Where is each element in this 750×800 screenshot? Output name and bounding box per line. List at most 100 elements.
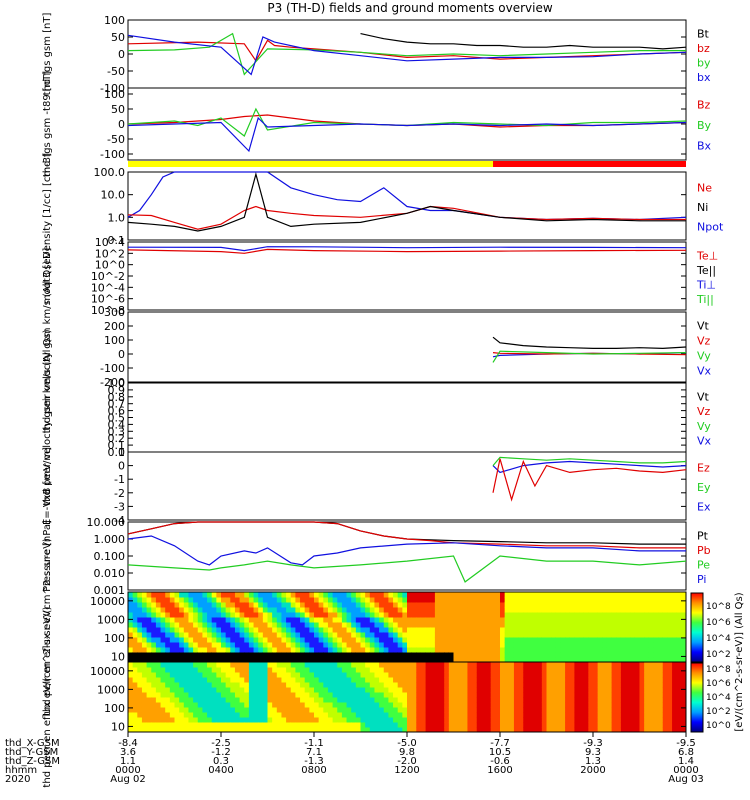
heatmap-cell (286, 627, 292, 633)
heatmap-cell (439, 667, 445, 673)
heatmap-cell (332, 627, 338, 633)
heatmap-cell (351, 612, 357, 618)
heatmap-cell (374, 712, 380, 718)
heatmap-cell (555, 607, 561, 613)
heatmap-cell (369, 692, 375, 698)
heatmap-cell (495, 627, 501, 633)
heatmap-cell (309, 692, 315, 698)
heatmap-cell (193, 637, 199, 643)
heatmap-cell (397, 642, 403, 648)
heatmap-cell (546, 717, 552, 723)
heatmap-cell (658, 652, 664, 658)
heatmap-cell (434, 597, 441, 603)
heatmap-cell (681, 642, 687, 648)
heatmap-cell (597, 617, 603, 623)
heatmap-cell (583, 712, 589, 718)
heatmap-cell (486, 707, 492, 713)
heatmap-cell (351, 662, 357, 668)
heatmap-cell (662, 672, 668, 678)
heatmap-cell (193, 677, 199, 683)
heatmap-cell (216, 622, 222, 628)
heatmap-cell (639, 602, 645, 608)
heatmap-cell (546, 637, 552, 643)
heatmap-cell (234, 687, 241, 693)
heatmap-cell (379, 627, 385, 633)
heatmap-cell (197, 707, 203, 713)
heatmap-cell (634, 672, 640, 678)
heatmap-cell (323, 602, 329, 608)
heatmap-cell (658, 692, 664, 698)
heatmap-cell (300, 607, 306, 613)
heatmap-cell (202, 722, 208, 728)
heatmap-cell (207, 717, 213, 723)
heatmap-cell (420, 697, 427, 703)
heatmap-cell (337, 637, 343, 643)
heatmap-cell (337, 607, 343, 613)
heatmap-cell (234, 632, 241, 638)
heatmap-cell (379, 652, 385, 658)
heatmap-cell (290, 592, 296, 598)
heatmap-cell (286, 607, 292, 613)
heatmap-cell (676, 632, 682, 638)
heatmap-cell (593, 637, 599, 643)
heatmap-cell (383, 722, 389, 728)
heatmap-cell (160, 712, 166, 718)
heatmap-cell (207, 602, 213, 608)
heatmap-cell (309, 722, 315, 728)
heatmap-cell (202, 702, 208, 708)
heatmap-cell (555, 662, 561, 668)
heatmap-cell (667, 682, 673, 688)
heatmap-cell (486, 662, 492, 668)
heatmap-cell (620, 712, 627, 718)
heatmap-cell (365, 722, 371, 728)
heatmap-cell (606, 712, 613, 718)
heatmap-cell (490, 617, 496, 623)
heatmap-cell (458, 632, 464, 638)
heatmap-cell (141, 697, 148, 703)
heatmap-cell (327, 672, 334, 678)
heatmap-cell (565, 687, 571, 693)
heatmap-cell (462, 717, 468, 723)
heatmap-cell (411, 622, 417, 628)
heatmap-cell (579, 682, 585, 688)
heatmap-cell (202, 647, 208, 653)
heatmap-cell (216, 652, 222, 658)
heatmap-cell (239, 727, 245, 733)
heatmap-cell (281, 682, 287, 688)
heatmap-cell (225, 682, 231, 688)
heatmap-cell (639, 717, 645, 723)
heatmap-cell (383, 712, 389, 718)
heatmap-cell (532, 717, 538, 723)
heatmap-cell (160, 672, 166, 678)
heatmap-cell (239, 617, 245, 623)
heatmap-cell (160, 717, 166, 723)
heatmap-cell (681, 657, 687, 663)
heatmap-cell (309, 622, 315, 628)
heatmap-cell (472, 662, 478, 668)
heatmap-cell (388, 617, 394, 623)
heatmap-cell (179, 592, 185, 598)
heatmap-cell (225, 642, 231, 648)
heatmap-cell (202, 597, 208, 603)
heatmap-cell (411, 627, 417, 633)
heatmap-cell (262, 657, 268, 663)
heatmap-cell (225, 652, 231, 658)
heatmap-cell (546, 707, 552, 713)
series-Npot (127, 171, 687, 221)
heatmap-cell (574, 707, 580, 713)
heatmap-cell (318, 697, 324, 703)
heatmap-cell (504, 652, 510, 658)
heatmap-cell (500, 672, 506, 678)
heatmap-cell (616, 642, 622, 648)
y-tick-label: -50 (107, 133, 125, 146)
heatmap-cell (593, 722, 599, 728)
y-tick-label: 50 (111, 103, 125, 116)
heatmap-cell (672, 662, 678, 668)
heatmap-cell (616, 697, 622, 703)
heatmap-cell (239, 677, 245, 683)
heatmap-cell (383, 592, 389, 598)
x-tick-label: 1200 (394, 765, 419, 776)
heatmap-cell (397, 712, 403, 718)
heatmap-cell (532, 687, 538, 693)
heatmap-cell (620, 697, 627, 703)
